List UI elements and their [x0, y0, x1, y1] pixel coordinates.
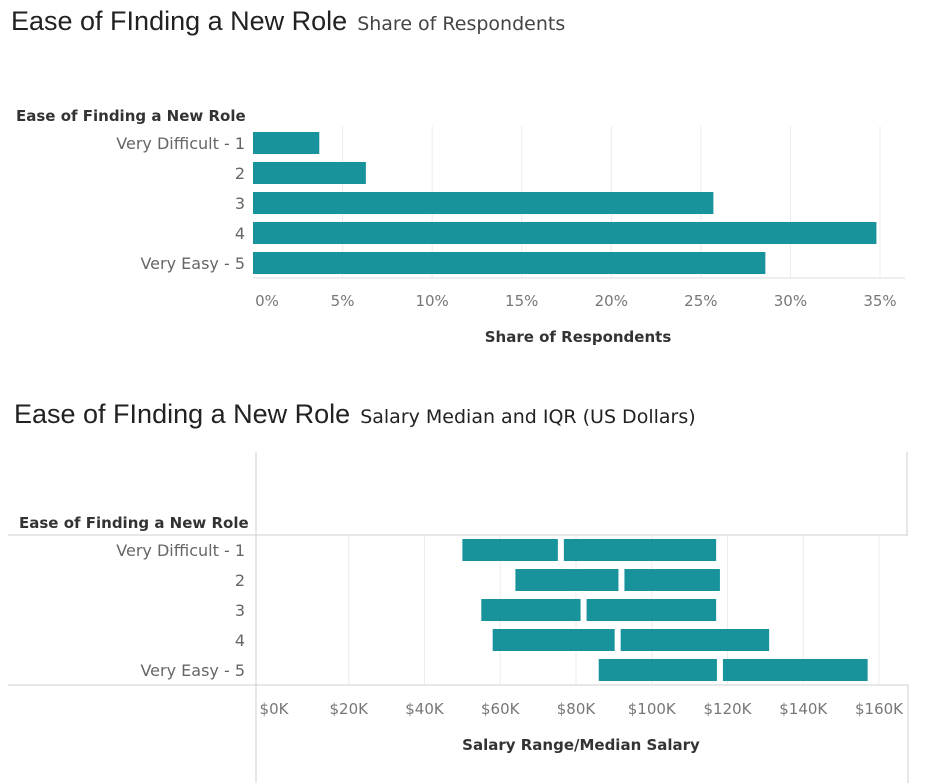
x-tick-label: $40K: [405, 700, 445, 718]
chart1-title-text: Ease of FInding a New Role: [11, 6, 348, 36]
iqr-upper-bar: [586, 599, 717, 621]
x-tick-label: $80K: [557, 700, 597, 718]
iqr-upper-bar: [722, 659, 868, 681]
row-label: Very Difficult - 1: [116, 541, 245, 560]
x-axis-title: Salary Range/Median Salary: [462, 736, 700, 754]
iqr-lower-bar: [492, 629, 615, 651]
iqr-lower-bar: [462, 539, 558, 561]
bar: [253, 162, 366, 184]
x-tick-label: 15%: [505, 292, 538, 310]
row-header: Ease of Finding a New Role: [16, 107, 246, 125]
bar: [253, 192, 714, 214]
x-tick-label: $60K: [481, 700, 521, 718]
row-label: Very Difficult - 1: [116, 134, 245, 153]
iqr-lower-bar: [598, 659, 717, 681]
share-chart: Ease of Finding a New Role Very Difficult…: [16, 107, 905, 346]
x-tick-label: $120K: [703, 700, 752, 718]
x-tick-label: $140K: [779, 700, 828, 718]
iqr-upper-bar: [620, 629, 770, 651]
row-label: 2: [235, 571, 245, 590]
row-label: Very Easy - 5: [140, 254, 245, 273]
row-label: 4: [235, 631, 245, 650]
iqr-lower-bar: [515, 569, 619, 591]
bar: [253, 132, 320, 154]
chart2-title-text: Ease of FInding a New Role: [14, 399, 351, 429]
x-tick-label: 20%: [595, 292, 628, 310]
x-axis-title: Share of Respondents: [485, 328, 672, 346]
row-header: Ease of Finding a New Role: [19, 514, 249, 532]
x-tick-label: $100K: [628, 700, 677, 718]
bar: [253, 222, 877, 244]
row-label: 2: [235, 164, 245, 183]
chart1-subtitle: Share of Respondents: [357, 13, 566, 35]
x-tick-label: $160K: [855, 700, 904, 718]
x-tick-label: 35%: [863, 292, 896, 310]
row-label: 4: [235, 224, 245, 243]
bar: [253, 252, 766, 274]
row-label: Very Easy - 5: [140, 661, 245, 680]
iqr-lower-bar: [481, 599, 581, 621]
row-label: 3: [235, 601, 245, 620]
x-tick-label: 0%: [255, 292, 279, 310]
iqr-upper-bar: [624, 569, 720, 591]
x-tick-label: 10%: [415, 292, 448, 310]
x-tick-label: $0K: [260, 700, 290, 718]
row-label: 3: [235, 194, 245, 213]
x-tick-label: $20K: [330, 700, 370, 718]
chart2-title: Ease of FInding a New Role Salary Median …: [14, 399, 696, 430]
iqr-upper-bar: [563, 539, 717, 561]
x-tick-label: 5%: [331, 292, 355, 310]
x-tick-label: 25%: [684, 292, 717, 310]
chart2-subtitle: Salary Median and IQR (US Dollars): [360, 406, 696, 428]
x-tick-label: 30%: [774, 292, 807, 310]
chart1-title: Ease of FInding a New Role Share of Respo…: [11, 6, 565, 37]
